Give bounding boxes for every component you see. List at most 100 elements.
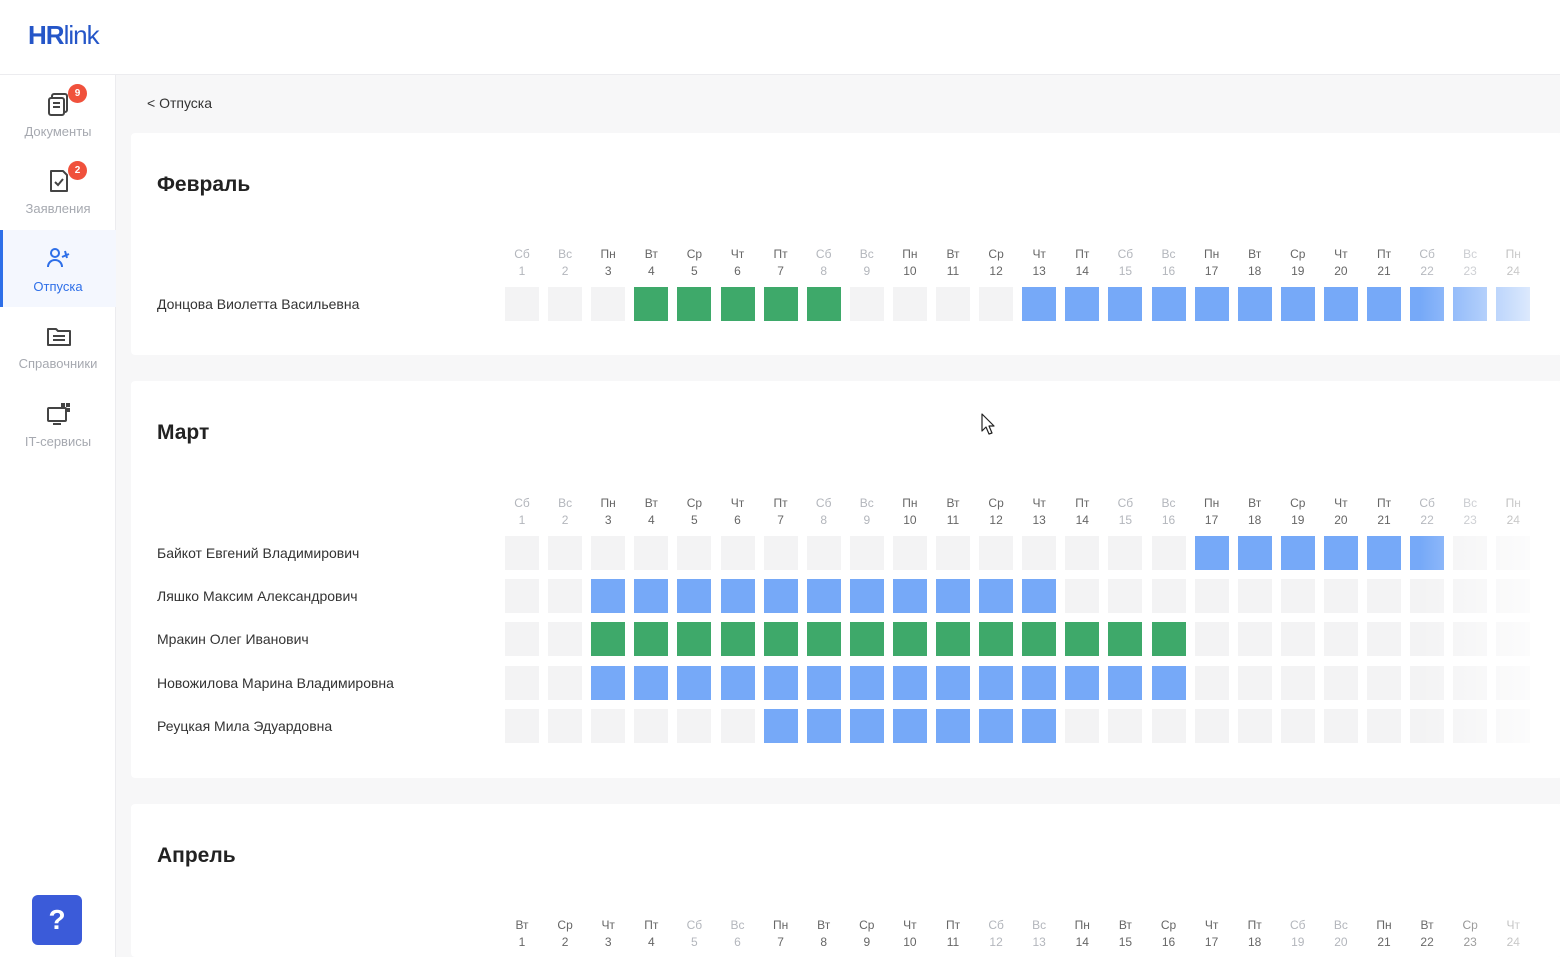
vacation-day-planned[interactable] bbox=[892, 579, 927, 614]
calendar-day-empty[interactable] bbox=[505, 622, 539, 657]
calendar-day-empty[interactable] bbox=[505, 579, 539, 614]
calendar-day-empty[interactable] bbox=[1496, 622, 1531, 657]
vacation-day-planned[interactable] bbox=[720, 665, 755, 700]
calendar-day-empty[interactable] bbox=[979, 536, 1014, 570]
vacation-day-planned[interactable] bbox=[1065, 665, 1100, 700]
calendar-day-empty[interactable] bbox=[1194, 708, 1229, 743]
vacation-day-planned[interactable] bbox=[720, 579, 755, 614]
calendar-day-empty[interactable] bbox=[1194, 579, 1229, 614]
vacation-day-planned[interactable] bbox=[849, 579, 884, 614]
calendar-day-empty[interactable] bbox=[548, 579, 583, 614]
calendar-day-empty[interactable] bbox=[548, 536, 583, 570]
calendar-day-empty[interactable] bbox=[849, 536, 884, 570]
calendar-day-empty[interactable] bbox=[1367, 708, 1401, 743]
employee-name[interactable]: Реуцкая Мила Эдуардовна bbox=[157, 717, 333, 734]
sidebar-item-vacations[interactable]: Отпуска bbox=[0, 230, 116, 307]
vacation-day-planned[interactable] bbox=[806, 708, 841, 743]
calendar-day-empty[interactable] bbox=[763, 536, 798, 570]
vacation-day-planned[interactable] bbox=[1151, 287, 1186, 321]
employee-name[interactable]: Байкот Евгений Владимирович bbox=[157, 545, 360, 561]
calendar-day-empty[interactable] bbox=[1022, 536, 1057, 570]
vacation-day-planned[interactable] bbox=[1151, 665, 1186, 700]
calendar-day-empty[interactable] bbox=[720, 708, 755, 743]
employee-name[interactable]: Мракин Олег Иванович bbox=[157, 631, 309, 648]
calendar-day-empty[interactable] bbox=[720, 536, 755, 570]
vacation-day-planned[interactable] bbox=[1410, 287, 1445, 321]
calendar-day-empty[interactable] bbox=[1237, 622, 1272, 657]
calendar-day-empty[interactable] bbox=[548, 622, 583, 657]
vacation-day-approved[interactable] bbox=[677, 287, 712, 321]
vacation-day-planned[interactable] bbox=[936, 579, 970, 614]
calendar-day-empty[interactable] bbox=[1151, 579, 1186, 614]
calendar-day-empty[interactable] bbox=[1237, 708, 1272, 743]
vacation-day-planned[interactable] bbox=[1065, 287, 1100, 321]
vacation-day-approved[interactable] bbox=[720, 622, 755, 657]
vacation-day-planned[interactable] bbox=[1022, 287, 1057, 321]
calendar-day-empty[interactable] bbox=[1323, 708, 1358, 743]
calendar-day-empty[interactable] bbox=[1065, 708, 1100, 743]
employee-name[interactable]: Донцова Виолетта Васильевна bbox=[157, 296, 360, 312]
vacation-day-approved[interactable] bbox=[849, 622, 884, 657]
vacation-day-planned[interactable] bbox=[849, 665, 884, 700]
calendar-day-empty[interactable] bbox=[1367, 622, 1401, 657]
vacation-day-planned[interactable] bbox=[1194, 287, 1229, 321]
vacation-day-planned[interactable] bbox=[1323, 536, 1358, 570]
calendar-day-empty[interactable] bbox=[505, 536, 539, 570]
vacation-day-planned[interactable] bbox=[1022, 665, 1057, 700]
calendar-day-empty[interactable] bbox=[505, 665, 539, 700]
vacation-day-approved[interactable] bbox=[806, 622, 841, 657]
vacation-day-planned[interactable] bbox=[979, 708, 1014, 743]
hrlink-logo[interactable]: HRlink bbox=[28, 20, 100, 50]
vacation-day-planned[interactable] bbox=[677, 579, 712, 614]
calendar-day-empty[interactable] bbox=[1323, 579, 1358, 614]
vacation-day-planned[interactable] bbox=[591, 579, 626, 614]
calendar-day-empty[interactable] bbox=[1280, 708, 1315, 743]
calendar-day-empty[interactable] bbox=[936, 287, 970, 321]
help-button[interactable]: ? bbox=[32, 895, 82, 945]
vacation-day-planned[interactable] bbox=[849, 708, 884, 743]
calendar-day-empty[interactable] bbox=[1410, 708, 1445, 743]
employee-name[interactable]: Новожилова Марина Владимировна bbox=[157, 674, 394, 691]
vacation-day-approved[interactable] bbox=[1151, 622, 1186, 657]
vacation-day-approved[interactable] bbox=[936, 622, 970, 657]
vacation-day-planned[interactable] bbox=[979, 665, 1014, 700]
vacation-day-approved[interactable] bbox=[1108, 622, 1143, 657]
calendar-day-empty[interactable] bbox=[1280, 579, 1315, 614]
vacation-day-planned[interactable] bbox=[1367, 287, 1401, 321]
calendar-day-empty[interactable] bbox=[1453, 622, 1488, 657]
calendar-day-empty[interactable] bbox=[1323, 622, 1358, 657]
vacation-day-approved[interactable] bbox=[634, 622, 669, 657]
calendar-day-empty[interactable] bbox=[591, 287, 626, 321]
vacation-day-approved[interactable] bbox=[1065, 622, 1100, 657]
calendar-day-empty[interactable] bbox=[892, 287, 927, 321]
vacation-day-planned[interactable] bbox=[1108, 665, 1143, 700]
vacation-day-planned[interactable] bbox=[1022, 708, 1057, 743]
vacation-day-planned[interactable] bbox=[591, 665, 626, 700]
calendar-day-empty[interactable] bbox=[677, 536, 712, 570]
calendar-day-empty[interactable] bbox=[634, 708, 669, 743]
calendar-day-empty[interactable] bbox=[1410, 579, 1445, 614]
sidebar-item-documents[interactable]: 9 Документы bbox=[0, 75, 116, 152]
calendar-day-empty[interactable] bbox=[1496, 536, 1531, 570]
calendar-day-empty[interactable] bbox=[1323, 665, 1358, 700]
calendar-day-empty[interactable] bbox=[1151, 708, 1186, 743]
vacation-day-approved[interactable] bbox=[979, 622, 1014, 657]
calendar-day-empty[interactable] bbox=[1194, 665, 1229, 700]
vacation-day-approved[interactable] bbox=[634, 287, 669, 321]
sidebar-item-directories[interactable]: Справочники bbox=[0, 307, 116, 384]
vacation-day-planned[interactable] bbox=[634, 665, 669, 700]
vacation-day-planned[interactable] bbox=[1496, 287, 1531, 321]
calendar-day-empty[interactable] bbox=[1496, 665, 1531, 700]
breadcrumb-back-vacations[interactable]: < Отпуска bbox=[147, 95, 213, 111]
vacation-day-planned[interactable] bbox=[806, 665, 841, 700]
sidebar-item-it-services[interactable]: IT-сервисы bbox=[0, 385, 116, 462]
vacation-day-planned[interactable] bbox=[892, 708, 927, 743]
calendar-day-empty[interactable] bbox=[849, 287, 884, 321]
calendar-day-empty[interactable] bbox=[1108, 536, 1143, 570]
vacation-day-approved[interactable] bbox=[763, 622, 798, 657]
calendar-day-empty[interactable] bbox=[1280, 665, 1315, 700]
calendar-day-empty[interactable] bbox=[591, 536, 626, 570]
vacation-day-planned[interactable] bbox=[677, 665, 712, 700]
vacation-day-planned[interactable] bbox=[979, 579, 1014, 614]
vacation-day-planned[interactable] bbox=[892, 665, 927, 700]
